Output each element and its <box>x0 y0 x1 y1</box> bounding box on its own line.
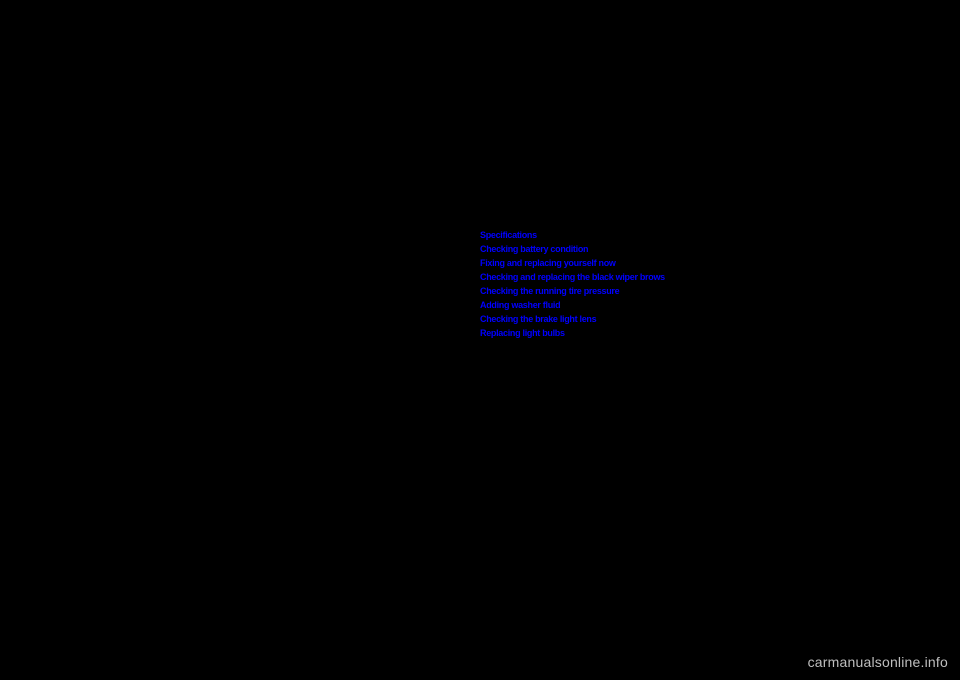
link-specifications[interactable]: Specifications <box>480 228 665 242</box>
link-battery[interactable]: Checking battery condition <box>480 242 665 256</box>
link-bulbs[interactable]: Replacing light bulbs <box>480 326 665 340</box>
link-brake[interactable]: Checking the brake light lens <box>480 312 665 326</box>
link-washer[interactable]: Adding washer fluid <box>480 298 665 312</box>
watermark-text: carmanualsonline.info <box>808 654 948 670</box>
link-wiper[interactable]: Checking and replacing the black wiper b… <box>480 270 665 284</box>
link-list: Specifications Checking battery conditio… <box>480 228 665 340</box>
link-fixing[interactable]: Fixing and replacing yourself now <box>480 256 665 270</box>
link-tire[interactable]: Checking the running tire pressure <box>480 284 665 298</box>
